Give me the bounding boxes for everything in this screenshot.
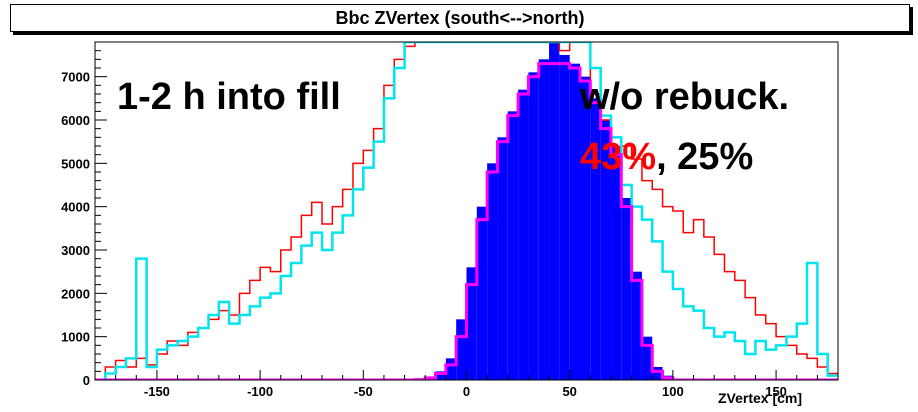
x-tick-label: -100 [247, 384, 273, 399]
x-tick-label: 100 [662, 384, 684, 399]
blue-histogram-bar [590, 98, 601, 380]
blue-histogram-bar [507, 111, 519, 380]
y-tick-label: 6000 [61, 113, 90, 128]
blue-histogram-bar [456, 319, 467, 380]
blue-histogram-bar [518, 89, 529, 380]
x-tick-label: 150 [765, 384, 787, 399]
annotation-fill-time: 1-2 h into fill [117, 76, 341, 118]
blue-histogram-bar [621, 198, 632, 380]
annotation-percent-red: 43% [580, 136, 657, 178]
blue-histogram-bar [549, 42, 560, 380]
blue-histogram-bar [435, 371, 446, 380]
blue-histogram-bar [445, 358, 457, 380]
blue-histogram-bar [528, 72, 539, 380]
y-tick-label: 1000 [61, 330, 90, 345]
y-tick-label: 7000 [61, 70, 90, 85]
y-tick-label: 4000 [61, 200, 90, 215]
y-tick-label: 3000 [61, 243, 90, 258]
blue-histogram-bar [497, 137, 508, 380]
annotation-rebuck: w/o rebuck. [580, 76, 790, 118]
annotation-percentages: 43%, 25% [580, 136, 753, 179]
magenta-histogram-line [95, 62, 838, 380]
annotation-percent-rest: , 25% [656, 136, 754, 178]
x-tick-label: -150 [144, 384, 170, 399]
chart-title-box: Bbc ZVertex (south<-->north) [10, 4, 910, 32]
blue-histogram-bar [569, 63, 581, 380]
blue-histogram-bar [652, 367, 663, 380]
blue-histogram-bar [538, 59, 550, 380]
x-tick-label: 50 [562, 384, 576, 399]
blue-histogram-bar [487, 163, 498, 380]
blue-histogram-bar [641, 336, 653, 380]
blue-histogram-bar [476, 206, 488, 380]
blue-histogram-bar [580, 76, 591, 380]
blue-histogram-bar [559, 55, 570, 380]
cyan-histogram-line [95, 42, 838, 380]
x-axis-title: ZVertex [cm] [718, 390, 803, 406]
x-tick-label: -50 [354, 384, 373, 399]
y-tick-label: 5000 [61, 156, 90, 171]
blue-histogram-bar [466, 267, 477, 380]
y-tick-label: 0 [83, 373, 90, 388]
x-tick-label: 0 [463, 384, 470, 399]
chart-title: Bbc ZVertex (south<-->north) [335, 8, 585, 28]
blue-histogram-bar [600, 120, 611, 380]
blue-histogram-bar [631, 271, 642, 380]
blue-histogram-bar [610, 146, 622, 380]
y-tick-label: 2000 [61, 286, 90, 301]
